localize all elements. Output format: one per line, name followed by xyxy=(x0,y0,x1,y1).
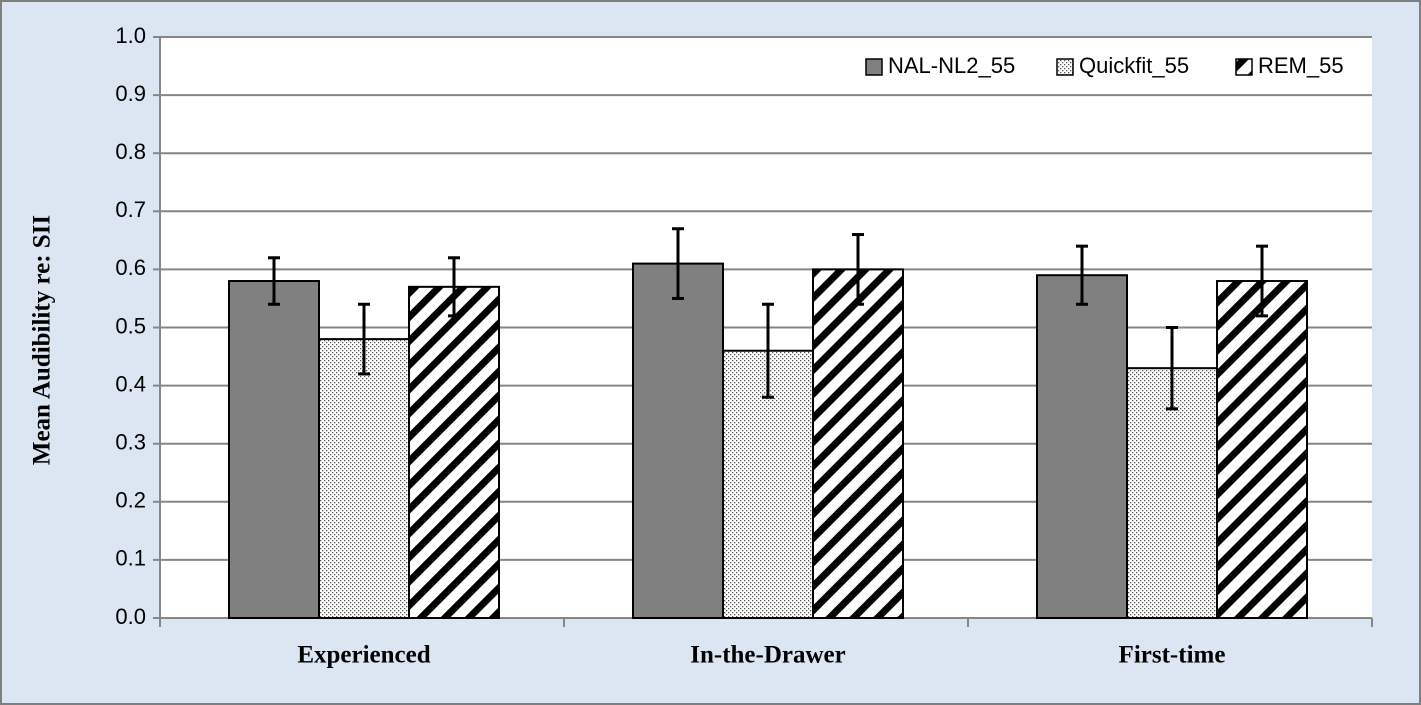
x-tick-label: In-the-Drawer xyxy=(690,642,846,669)
legend-label: REM_55 xyxy=(1258,53,1344,78)
legend-label: Quickfit_55 xyxy=(1079,53,1189,78)
bar xyxy=(228,280,320,619)
y-tick-label: 0.3 xyxy=(115,430,146,455)
bar xyxy=(812,268,904,619)
legend-swatch xyxy=(1235,58,1253,76)
y-tick-label: 0.1 xyxy=(115,546,146,571)
bar xyxy=(632,262,724,619)
y-tick-label: 0.6 xyxy=(115,255,146,280)
x-tick-label: Experienced xyxy=(297,642,430,669)
y-tick-label: 0.9 xyxy=(115,81,146,106)
legend-swatch xyxy=(1056,58,1074,76)
y-tick-label: 0.8 xyxy=(115,139,146,164)
y-tick-label: 0.0 xyxy=(115,604,146,629)
legend-swatch xyxy=(865,58,883,76)
bar xyxy=(318,338,410,619)
y-tick-label: 0.2 xyxy=(115,488,146,513)
y-tick-label: 1.0 xyxy=(115,23,146,48)
bar xyxy=(1036,274,1128,619)
y-tick-label: 0.5 xyxy=(115,313,146,338)
bar xyxy=(408,285,500,619)
y-tick-label: 0.7 xyxy=(115,197,146,222)
legend-label: NAL-NL2_55 xyxy=(888,53,1015,78)
x-tick-label: First-time xyxy=(1119,642,1226,669)
bar xyxy=(1216,280,1308,619)
y-tick-label: 0.4 xyxy=(115,371,146,396)
y-axis-label: Mean Audibility re: SII xyxy=(29,215,56,465)
